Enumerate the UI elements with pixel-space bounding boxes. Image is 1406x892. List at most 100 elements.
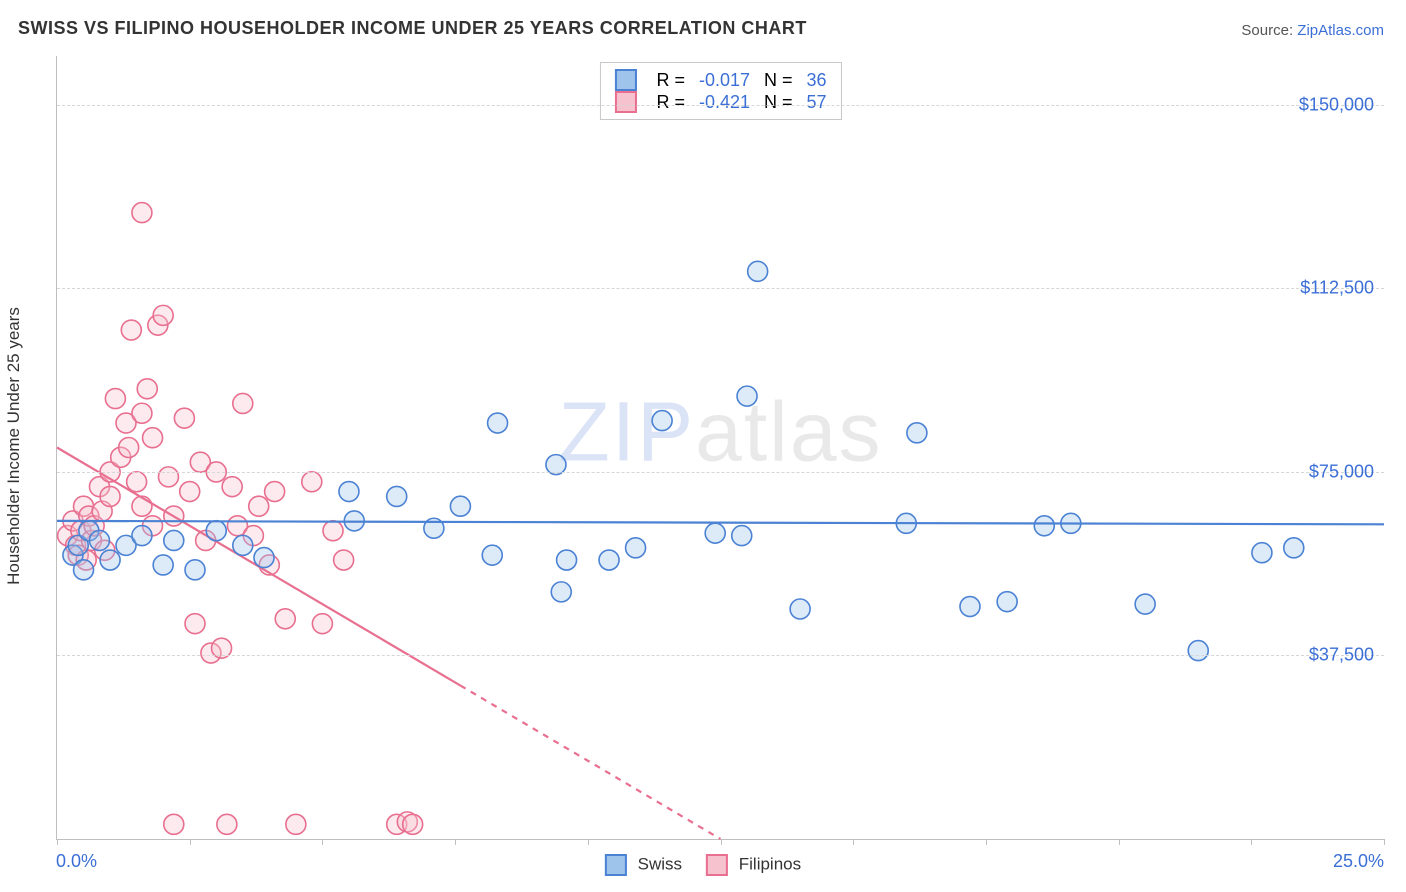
n-label: N = (764, 92, 793, 113)
data-point (132, 203, 152, 223)
data-point (488, 413, 508, 433)
n-label: N = (764, 70, 793, 91)
stats-row-swiss: R = -0.017 N = 36 (614, 69, 826, 91)
data-point (164, 814, 184, 834)
gridline-h (57, 105, 1384, 106)
data-point (339, 482, 359, 502)
data-point (185, 560, 205, 580)
data-point (334, 550, 354, 570)
y-tick-label: $112,500 (1300, 278, 1374, 299)
x-tick (1251, 839, 1252, 845)
data-point (1284, 538, 1304, 558)
r-label: R = (656, 70, 685, 91)
y-tick-label: $75,000 (1309, 461, 1374, 482)
data-point (174, 408, 194, 428)
x-tick (322, 839, 323, 845)
x-axis-max-label: 25.0% (1333, 851, 1384, 872)
data-point (275, 609, 295, 629)
y-tick-label: $150,000 (1299, 94, 1374, 115)
y-tick-label: $37,500 (1309, 645, 1374, 666)
data-point (312, 614, 332, 634)
data-point (286, 814, 306, 834)
data-point (206, 521, 226, 541)
legend-label-swiss: Swiss (638, 854, 682, 873)
data-point (180, 482, 200, 502)
data-point (557, 550, 577, 570)
data-point (737, 386, 757, 406)
data-point (1135, 594, 1155, 614)
x-tick (190, 839, 191, 845)
x-tick (57, 839, 58, 845)
data-point (74, 560, 94, 580)
legend-item-filipinos: Filipinos (706, 854, 801, 876)
gridline-h (57, 472, 1384, 473)
chart-svg (57, 56, 1384, 839)
data-point (732, 526, 752, 546)
data-point (387, 486, 407, 506)
data-point (100, 550, 120, 570)
data-point (89, 530, 109, 550)
legend-item-swiss: Swiss (605, 854, 682, 876)
data-point (153, 305, 173, 325)
data-point (1188, 641, 1208, 661)
x-tick (455, 839, 456, 845)
x-tick (986, 839, 987, 845)
data-point (164, 530, 184, 550)
source-label: Source: (1241, 22, 1293, 39)
data-point (254, 548, 274, 568)
data-point (652, 411, 672, 431)
data-point (132, 496, 152, 516)
data-point (482, 545, 502, 565)
y-axis-label: Householder Income Under 25 years (4, 307, 24, 585)
data-point (121, 320, 141, 340)
swatch-filipinos (614, 91, 636, 113)
data-point (143, 428, 163, 448)
legend-bottom: Swiss Filipinos (605, 854, 801, 876)
data-point (450, 496, 470, 516)
r-value-swiss: -0.017 (699, 70, 750, 91)
data-point (233, 535, 253, 555)
data-point (265, 482, 285, 502)
legend-label-filipinos: Filipinos (739, 854, 801, 873)
n-value-filipinos: 57 (807, 92, 827, 113)
data-point (233, 393, 253, 413)
data-point (127, 472, 147, 492)
data-point (132, 526, 152, 546)
gridline-h (57, 655, 1384, 656)
data-point (302, 472, 322, 492)
data-point (185, 614, 205, 634)
data-point (997, 592, 1017, 612)
data-point (1252, 543, 1272, 563)
stats-row-filipinos: R = -0.421 N = 57 (614, 91, 826, 113)
data-point (132, 403, 152, 423)
r-label: R = (656, 92, 685, 113)
chart-title: SWISS VS FILIPINO HOUSEHOLDER INCOME UND… (18, 18, 807, 39)
data-point (748, 261, 768, 281)
trend-line-dashed (460, 686, 720, 839)
data-point (790, 599, 810, 619)
data-point (222, 477, 242, 497)
source-link[interactable]: ZipAtlas.com (1297, 22, 1384, 39)
legend-swatch-filipinos (706, 854, 728, 876)
stats-box: R = -0.017 N = 36 R = -0.421 N = 57 (599, 62, 841, 120)
data-point (1034, 516, 1054, 536)
n-value-swiss: 36 (807, 70, 827, 91)
data-point (100, 486, 120, 506)
r-value-filipinos: -0.421 (699, 92, 750, 113)
data-point (158, 467, 178, 487)
swatch-swiss (614, 69, 636, 91)
data-point (119, 438, 139, 458)
data-point (105, 389, 125, 409)
data-point (403, 814, 423, 834)
data-point (705, 523, 725, 543)
data-point (323, 521, 343, 541)
x-tick (1119, 839, 1120, 845)
data-point (153, 555, 173, 575)
x-tick (1384, 839, 1385, 845)
data-point (626, 538, 646, 558)
x-tick (853, 839, 854, 845)
data-point (137, 379, 157, 399)
plot-area: ZIPatlas R = -0.017 N = 36 R = -0.421 N … (56, 56, 1384, 840)
x-axis-min-label: 0.0% (56, 851, 97, 872)
legend-swatch-swiss (605, 854, 627, 876)
